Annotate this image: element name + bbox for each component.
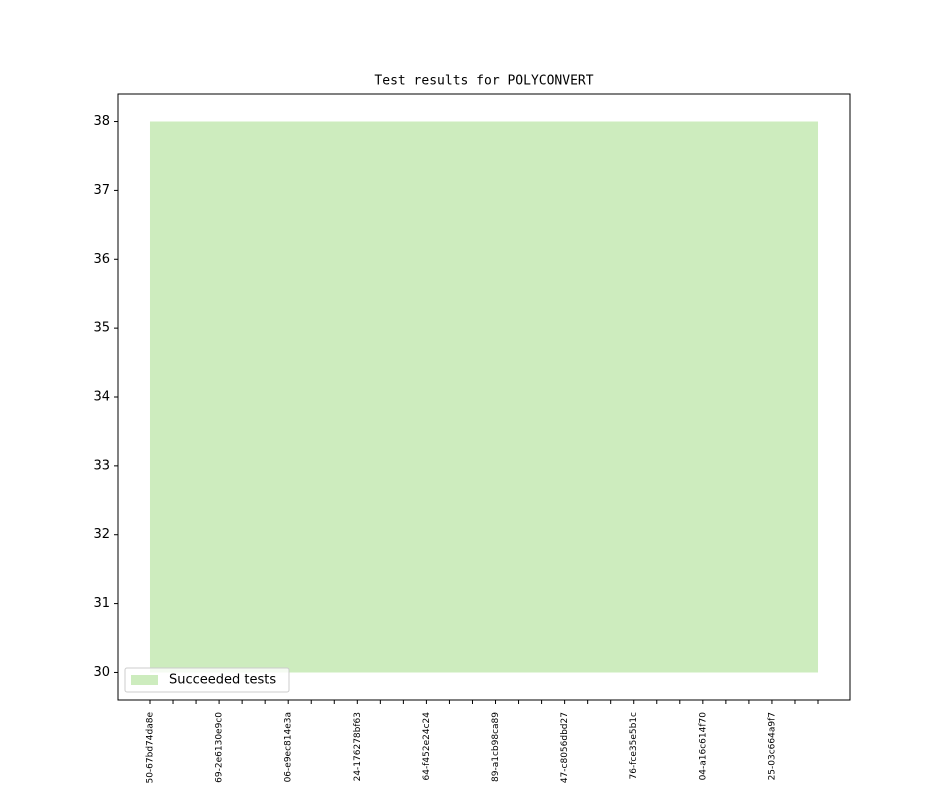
area (149, 121, 819, 673)
y-tick-label: 34 (93, 390, 110, 405)
y-tick-label: 35 (93, 321, 110, 336)
y-tick-label: 37 (93, 183, 110, 198)
x-tick-label: 64-f452e24c24 (422, 712, 432, 781)
chart-title: Test results for POLYCONVERT (374, 74, 593, 89)
x-tick-label: 89-a1cb98ca89 (491, 712, 501, 782)
legend: Succeeded tests (124, 667, 290, 693)
y-tick-label: 33 (93, 458, 110, 473)
legend-box (124, 667, 290, 693)
y-tick-label: 32 (93, 527, 110, 542)
y-tick-label: 31 (93, 596, 110, 611)
x-tick-label: 24-176278bf63 (353, 712, 363, 781)
x-tick-label: 06-e9ec814e3a (284, 712, 294, 782)
x-tick-label: 04-a16c614f70 (698, 712, 708, 781)
x-tick-label: 69-2e6130e9c0 (215, 712, 225, 783)
x-tick-label: 47-c8056dbd27 (560, 712, 570, 783)
y-tick-label: 38 (93, 114, 110, 129)
legend-label: Succeeded tests (169, 673, 276, 688)
x-tick-label: 50-67bd74da8e (145, 712, 155, 784)
y-tick-label: 30 (93, 665, 110, 680)
x-tick-label: 76-fce35e5b1c (629, 712, 639, 780)
legend-swatch (131, 675, 158, 685)
x-tick-label: 25-03c664a9f7 (767, 712, 777, 780)
y-tick-label: 36 (93, 252, 110, 267)
